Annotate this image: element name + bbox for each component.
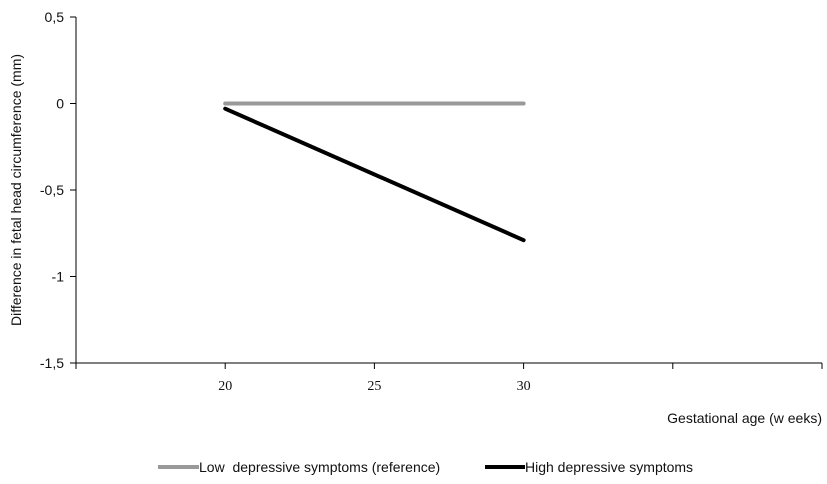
y-tick-label: -1 [52,269,65,285]
x-tick-label: 25 [367,379,381,394]
series-layer [223,101,526,243]
x-tick-label: 30 [517,379,531,394]
legend: Low depressive symptoms (reference) High… [158,459,693,475]
y-tick-label: 0 [56,96,64,112]
x-tick-label: 20 [218,379,232,394]
x-axis-ticks: 20 25 30 [75,363,823,394]
legend-label-high: High depressive symptoms [525,459,693,475]
series-line-high [223,106,526,243]
x-axis-title: Gestational age (w eeks) [667,410,822,426]
y-axis-title: Difference in fetal head circumference (… [8,54,24,326]
y-axis-ticks: 0,5 0 -0,5 -1 -1,5 [40,9,76,371]
y-tick-label: 0,5 [45,9,65,25]
y-tick-label: -0,5 [40,182,64,198]
legend-label-low: Low depressive symptoms (reference) [199,459,440,475]
y-tick-label: -1,5 [40,355,64,371]
